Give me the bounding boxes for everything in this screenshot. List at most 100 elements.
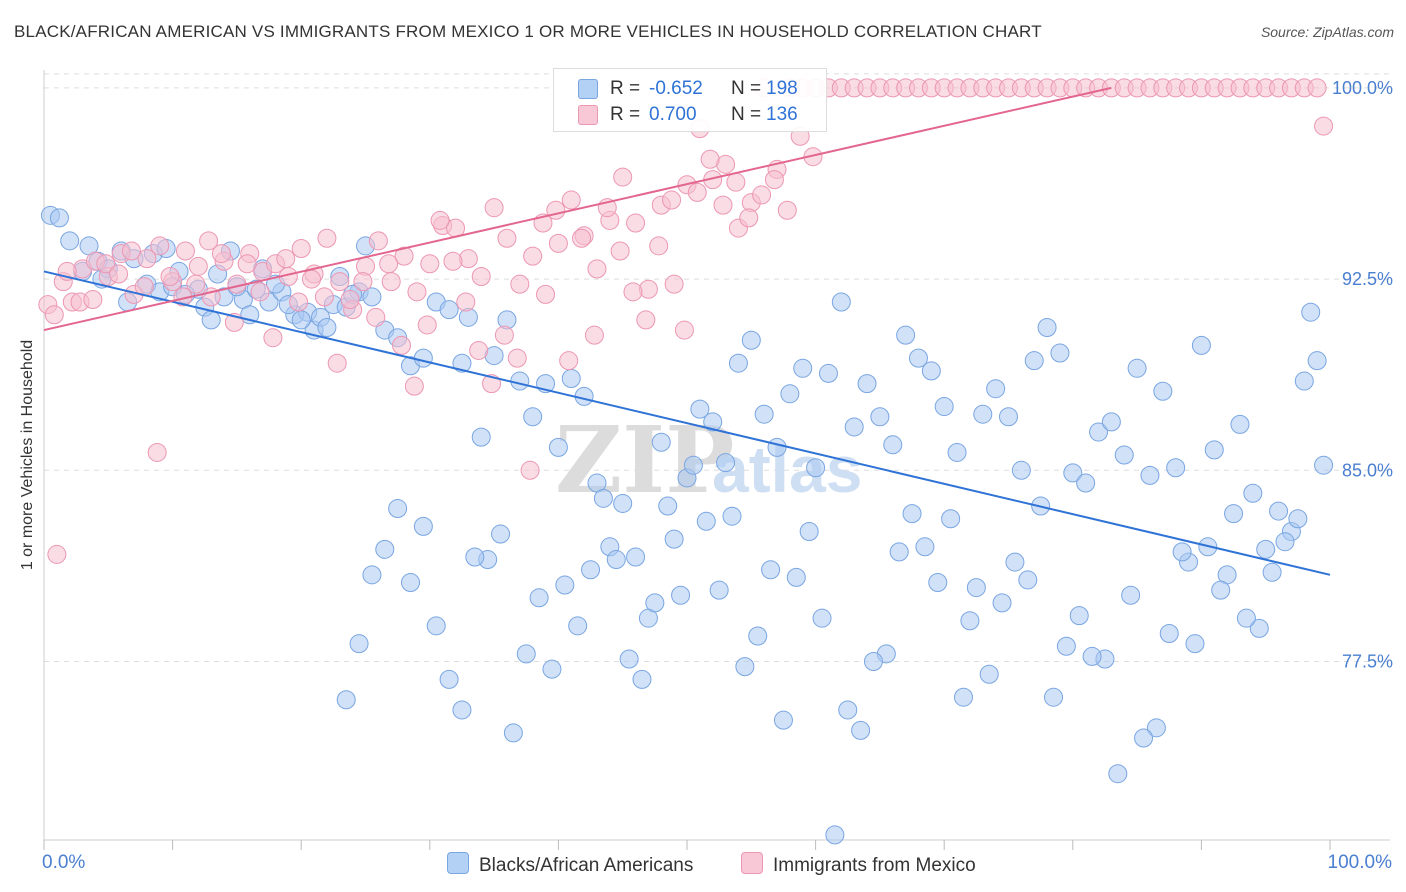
blue-data-point [336, 690, 356, 710]
blue-data-point [1011, 460, 1031, 480]
blue-data-point [1101, 412, 1121, 432]
pink-data-point [456, 292, 476, 312]
pink-data-point [407, 282, 427, 302]
blue-data-point [1249, 618, 1269, 638]
blue-data-point [1275, 532, 1295, 552]
blue-data-point [748, 626, 768, 646]
pink-data-point [523, 246, 543, 266]
legend-r-label: R = [610, 78, 641, 99]
bottom-legend-swatch-pink [741, 852, 763, 874]
blue-data-point [973, 404, 993, 424]
blue-data-point [201, 310, 221, 330]
blue-data-point [844, 417, 864, 437]
pink-data-point [353, 272, 373, 292]
bottom-legend-blue: Blacks/African Americans [447, 852, 693, 877]
pink-data-point [1307, 78, 1327, 98]
blue-data-point [375, 539, 395, 559]
blue-data-point [1127, 358, 1147, 378]
y-tick-label: 100.0% [1332, 78, 1393, 98]
pink-data-point [584, 325, 604, 345]
pink-data-point [687, 182, 707, 202]
pink-data-point [546, 200, 566, 220]
blue-data-point [651, 432, 671, 452]
legend-r-label: R = [610, 104, 641, 125]
blue-data-point [1114, 445, 1134, 465]
blue-data-point [1185, 634, 1205, 654]
blue-data-point [896, 325, 916, 345]
blue-data-point [761, 560, 781, 580]
blue-data-point [722, 506, 742, 526]
blue-data-point [1089, 422, 1109, 442]
y-tick-label: 77.5% [1342, 652, 1393, 672]
legend-n-label: N = [731, 78, 762, 99]
blue-data-point [902, 504, 922, 524]
blue-data-point [941, 509, 961, 529]
pink-data-point [613, 167, 633, 187]
blue-data-point [1005, 552, 1025, 572]
legend-box: R = -0.652 N = 198 R = 0.700 N = 136 [553, 68, 827, 132]
legend-n-value-pink: 136 [766, 104, 798, 125]
blue-data-point [1166, 458, 1186, 478]
legend-row-pink: R = 0.700 N = 136 [554, 102, 826, 128]
pink-data-point [211, 244, 231, 264]
pink-data-point [301, 269, 321, 289]
blue-data-point [1262, 562, 1282, 582]
pink-data-point [572, 228, 592, 248]
pink-data-point [44, 305, 64, 325]
blue-data-point [664, 529, 684, 549]
blue-data-point [1044, 687, 1064, 707]
legend-r-value-blue: -0.652 [649, 78, 703, 99]
pink-data-point [417, 315, 437, 335]
legend-row-blue: R = -0.652 N = 198 [554, 76, 826, 102]
blue-data-point [1108, 764, 1128, 784]
blue-data-point [812, 608, 832, 628]
pink-data-point [497, 228, 517, 248]
blue-data-point [1082, 646, 1102, 666]
pink-data-point [109, 264, 129, 284]
blue-data-point [619, 649, 639, 669]
pink-data-point [317, 228, 337, 248]
blue-data-point [793, 358, 813, 378]
blue-data-point [491, 524, 511, 544]
blue-data-point [606, 550, 626, 570]
pink-data-point [700, 149, 720, 169]
pink-data-point [188, 256, 208, 276]
blue-data-point [542, 659, 562, 679]
pink-data-point [186, 274, 206, 294]
bottom-legend-pink: Immigrants from Mexico [741, 852, 976, 877]
pink-data-point [649, 236, 669, 256]
pink-data-point [404, 376, 424, 396]
blue-data-point [1172, 542, 1192, 562]
pink-data-point [330, 272, 350, 292]
blue-data-point [863, 652, 883, 672]
source-label: Source: ZipAtlas.com [1260, 24, 1394, 40]
blue-data-point [1211, 580, 1231, 600]
pink-data-point [548, 233, 568, 253]
pink-data-point [327, 353, 347, 373]
pink-data-point [674, 320, 694, 340]
blue-data-point [413, 348, 433, 368]
blue-data-point [934, 397, 954, 417]
pink-data-point [137, 249, 157, 269]
blue-data-point [773, 710, 793, 730]
blue-data-point [1069, 606, 1089, 626]
pink-data-point [392, 335, 412, 355]
legend-swatch-pink [578, 105, 598, 125]
pink-data-point [394, 246, 414, 266]
blue-data-point [786, 567, 806, 587]
pink-data-point [777, 200, 797, 220]
pink-data-point [340, 289, 360, 309]
blue-data-point [362, 287, 382, 307]
pink-data-point [662, 190, 682, 210]
pink-data-point [443, 251, 463, 271]
blue-data-point [1146, 718, 1166, 738]
blue-data-point [696, 511, 716, 531]
blue-data-point [632, 669, 652, 689]
blue-data-point [1256, 539, 1276, 559]
blue-data-point [317, 318, 337, 338]
pink-data-point [291, 238, 311, 258]
blue-data-point [1018, 570, 1038, 590]
blue-data-point [908, 348, 928, 368]
pink-data-point [199, 231, 219, 251]
